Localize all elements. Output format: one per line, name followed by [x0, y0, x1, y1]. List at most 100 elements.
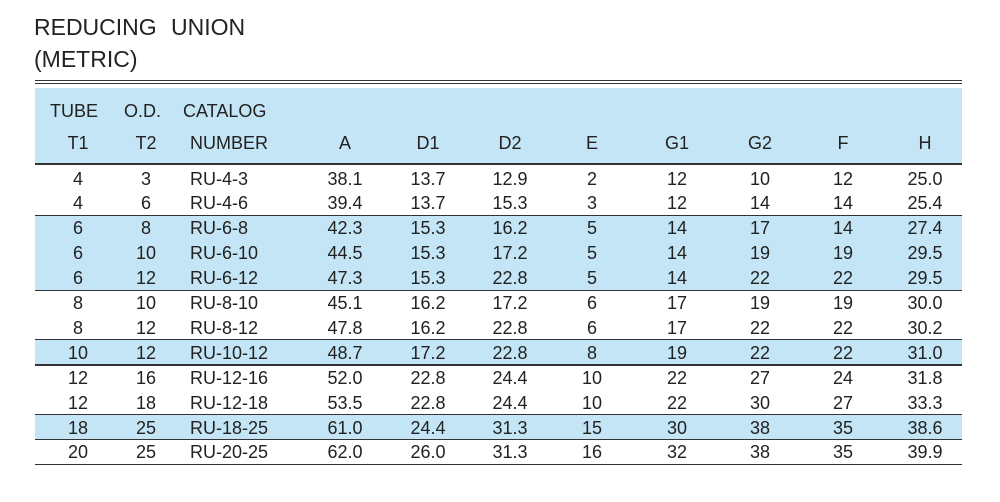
- cell: 22.8: [492, 268, 528, 289]
- cell: 14: [666, 268, 688, 289]
- cell: 17: [666, 293, 688, 313]
- cell: 53.5: [327, 392, 363, 413]
- cell: 38.1: [327, 168, 363, 189]
- cell: 33.3: [907, 392, 943, 413]
- cell: 12: [67, 392, 89, 413]
- cell: 22.8: [410, 367, 446, 388]
- cell: 17.2: [410, 342, 446, 363]
- cell: 22.8: [410, 392, 446, 413]
- cell: RU-4-6: [190, 193, 249, 214]
- cell: 19: [832, 243, 854, 264]
- cell: 17: [749, 218, 771, 239]
- cell: 22.8: [492, 317, 528, 338]
- cell: 4: [72, 193, 83, 214]
- rule: [35, 339, 962, 341]
- cell: 16.2: [410, 293, 446, 313]
- cell: 24.4: [410, 417, 446, 438]
- cell: 12: [666, 193, 688, 214]
- header-cell: D1: [416, 133, 440, 153]
- cell: 31.8: [907, 367, 943, 388]
- rule: [35, 83, 962, 84]
- cell: 26.0: [410, 442, 446, 463]
- cell: 29.5: [907, 268, 943, 289]
- header-cell: T2: [135, 133, 157, 153]
- cell: 16.2: [492, 218, 528, 239]
- cell: 13.7: [410, 168, 446, 189]
- cell: 14: [666, 218, 688, 239]
- cell: 22: [749, 342, 771, 363]
- cell: 12: [135, 317, 157, 338]
- cell: 10: [135, 243, 157, 264]
- cell: 22: [832, 342, 854, 363]
- cell: 38: [749, 442, 771, 463]
- cell: 32: [666, 442, 688, 463]
- cell: RU-12-18: [190, 392, 269, 413]
- cell: 8: [72, 293, 83, 313]
- cell: 19: [749, 243, 771, 264]
- cell: 27: [832, 392, 854, 413]
- header-band: [35, 88, 962, 163]
- cell: 17: [666, 317, 688, 338]
- cell: 62.0: [327, 442, 363, 463]
- cell: RU-8-10: [190, 293, 259, 313]
- cell: 15.3: [410, 218, 446, 239]
- cell: 39.4: [327, 193, 363, 214]
- cell: 19: [749, 293, 771, 313]
- header-cell: A: [338, 133, 351, 153]
- cell: 17.2: [492, 243, 528, 264]
- cell: 6: [586, 293, 597, 313]
- header-cell: H: [918, 133, 932, 153]
- cell: 52.0: [327, 367, 363, 388]
- cell: RU-6-10: [190, 243, 259, 264]
- cell: 22: [832, 317, 854, 338]
- subtitle: (METRIC): [34, 46, 138, 72]
- group-band: [35, 340, 962, 366]
- cell: 48.7: [327, 342, 363, 363]
- cell: RU-6-8: [190, 218, 249, 239]
- cell: RU-12-16: [190, 367, 269, 388]
- cell: 29.5: [907, 243, 943, 264]
- cell: 30: [666, 417, 688, 438]
- header-cell: E: [585, 133, 598, 153]
- cell: 19: [832, 293, 854, 313]
- cell: 8: [140, 218, 151, 239]
- cell: 14: [749, 193, 771, 214]
- cell: 25: [135, 417, 157, 438]
- header-cell: NUMBER: [190, 133, 269, 153]
- cell: 27: [749, 367, 771, 388]
- rule: [35, 463, 962, 466]
- cell: 30.2: [907, 317, 943, 338]
- cell: 22: [666, 367, 688, 388]
- group-band: [35, 415, 962, 440]
- header-cell: G1: [664, 133, 689, 153]
- cell: 6: [586, 317, 597, 338]
- cell: 31.0: [907, 342, 943, 363]
- cell: 22: [749, 268, 771, 289]
- cell: 12: [135, 342, 157, 363]
- cell: 16: [135, 367, 157, 388]
- cell: 24.4: [492, 367, 528, 388]
- cell: 14: [832, 218, 854, 239]
- cell: 15.3: [492, 193, 528, 214]
- cell: 39.9: [907, 442, 943, 463]
- cell: 4: [72, 168, 83, 189]
- cell: 38: [749, 417, 771, 438]
- rule: [35, 364, 962, 366]
- cell: 31.3: [492, 417, 528, 438]
- cell: 38.6: [907, 417, 943, 438]
- rule: [35, 80, 962, 81]
- cell: 15.3: [410, 268, 446, 289]
- cell: 35: [832, 442, 854, 463]
- cell: 13.7: [410, 193, 446, 214]
- cell: 24: [832, 367, 854, 388]
- group-band: [35, 215, 962, 291]
- cell: 20: [67, 442, 89, 463]
- cell: 25.0: [907, 168, 943, 189]
- rule: [35, 438, 962, 441]
- cell: 44.5: [327, 243, 363, 264]
- cell: 18: [135, 392, 157, 413]
- cell: RU-8-12: [190, 317, 259, 338]
- header-cell: G2: [747, 133, 772, 153]
- cell: 10: [581, 392, 603, 413]
- header-cell: TUBE: [50, 101, 99, 121]
